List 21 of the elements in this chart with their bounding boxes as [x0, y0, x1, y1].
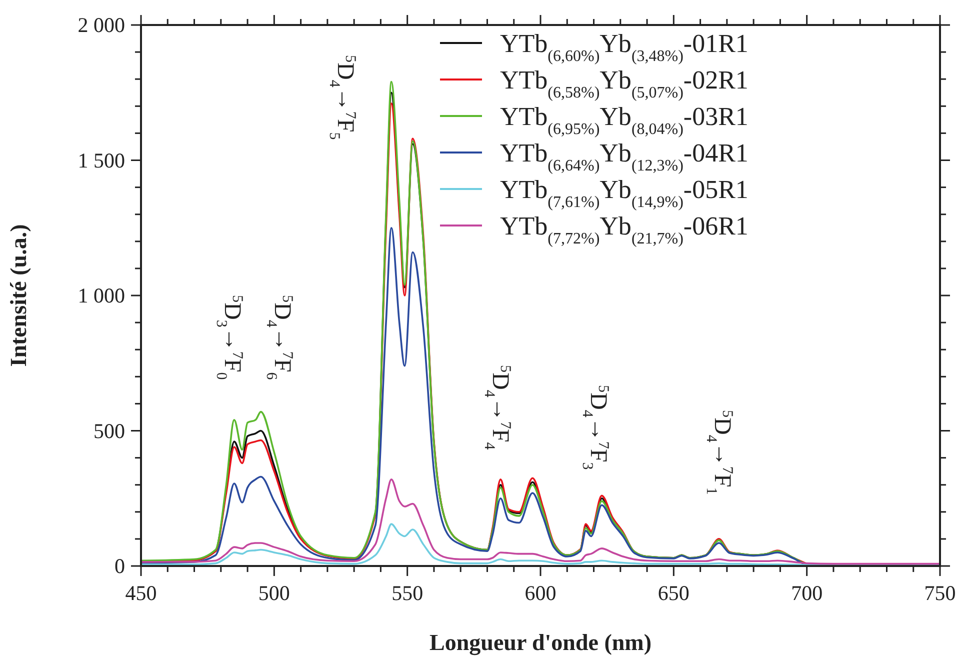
x-tick-label: 700: [791, 581, 823, 605]
line-series: [140, 523, 941, 566]
x-tick-label: 750: [924, 581, 956, 605]
y-axis-title: Intensité (u.a.): [6, 224, 31, 367]
legend-label: YTb$_{(6,64%)}$Yb$_{(12,3%)}$-04R1: [500, 138, 748, 174]
legend-label: YTb$_{(6,58%)}$Yb$_{(5,07%)}$-02R1: [500, 66, 748, 101]
x-tick-label: 450: [125, 581, 157, 605]
x-axis-title: Longueur d'onde (nm): [430, 630, 652, 656]
legend-label: YTb$_{(6,95%)}$Yb$_{(8,04%)}$-03R1: [500, 102, 748, 138]
x-tick-label: 650: [658, 581, 690, 605]
legend-label: YTb$_{(7,61%)}$Yb$_{(14,9%)}$-05R1: [500, 175, 748, 210]
y-tick-label: 1 000: [78, 284, 125, 308]
y-tick-label: 0: [114, 554, 125, 578]
legend-label: YTb$_{(7,72%)}$Yb$_{(21,7%)}$-06R1: [500, 212, 748, 247]
y-tick-label: 500: [94, 418, 125, 443]
legend-label: YTb$_{(6,60%)}$Yb$_{(3,48%)}$-01R1: [500, 29, 748, 64]
x-tick-label: 550: [392, 581, 424, 605]
y-tick-label: 1 500: [78, 148, 125, 172]
x-tick-label: 600: [524, 581, 556, 605]
y-tick-label: 2 000: [78, 13, 125, 37]
x-tick-label: 500: [258, 581, 290, 605]
